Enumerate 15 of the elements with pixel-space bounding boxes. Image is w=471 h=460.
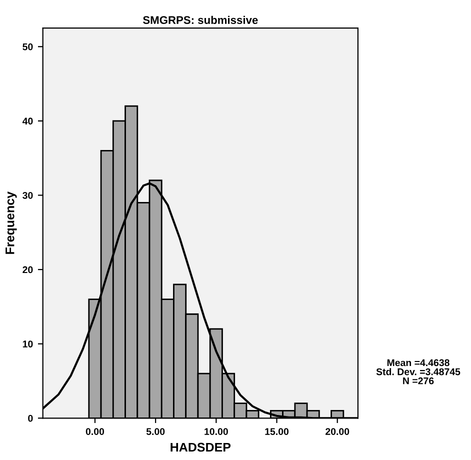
y-tick-label: 10 [22, 340, 33, 348]
x-tick-label: 15.00 [265, 428, 289, 436]
x-tick-label: 5.00 [146, 428, 165, 436]
y-tick-label: 20 [22, 266, 33, 274]
y-tick-label: 50 [22, 43, 33, 50]
x-tick-label: 10.00 [204, 428, 228, 436]
chart-title: SMGRPS: submissive [143, 16, 258, 24]
x-tick-label: 0.00 [86, 428, 104, 436]
x-axis-title: HADSDEP [170, 442, 231, 452]
y-tick-label: 30 [22, 192, 33, 199]
y-tick-label: 0 [28, 414, 33, 422]
text: Mean =4.4638 Std. Dev. =3.48745 N =276 [376, 359, 460, 384]
y-tick-label: 40 [22, 118, 33, 125]
y-axis-title: Frequency [6, 192, 17, 254]
x-tick-label: 20.00 [326, 428, 350, 436]
